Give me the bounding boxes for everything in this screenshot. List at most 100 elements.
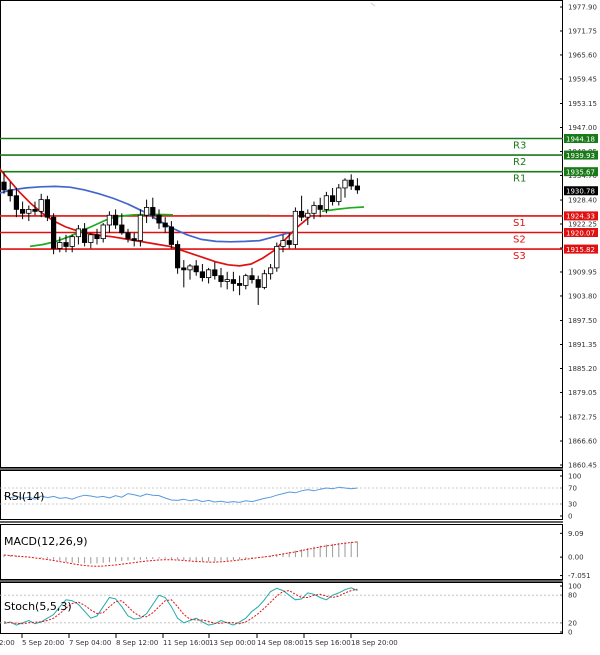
moving-average-line xyxy=(321,206,365,213)
level-price-label-s1: 1924.33 xyxy=(566,213,595,221)
stoch-d-line xyxy=(3,588,358,625)
panel-frame-stoch xyxy=(0,582,563,634)
candle-up xyxy=(57,242,63,249)
candle-down xyxy=(236,283,243,286)
x-tick-label: 5 Sep 20:00 xyxy=(22,639,64,647)
current-price-label: 1930.78 xyxy=(566,188,595,196)
candle-up xyxy=(311,205,317,214)
candle-down xyxy=(162,222,168,228)
price-y-tick-label: 1903.80 xyxy=(568,292,597,300)
level-name-s2: S2 xyxy=(513,235,526,246)
x-tick-label: 11 Sep 16:00 xyxy=(163,639,210,647)
candle-down xyxy=(1,181,7,191)
candle-up xyxy=(187,265,193,271)
panel-frame-macd xyxy=(0,524,563,580)
rsi-title: RSI(14) xyxy=(4,490,44,503)
candle-down xyxy=(131,238,137,241)
x-tick-label: 18 Sep 20:00 xyxy=(351,639,398,647)
x-tick-label: 14 Sep 08:00 xyxy=(257,639,304,647)
candle-up xyxy=(280,240,286,247)
candle-down xyxy=(51,216,57,249)
candle-up xyxy=(143,207,150,216)
candle-down xyxy=(19,208,26,214)
level-price-label-r2: 1939.93 xyxy=(566,152,595,160)
candle-down xyxy=(82,228,88,243)
candle-down xyxy=(199,271,205,279)
price-y-tick-label: 1947.00 xyxy=(568,124,597,132)
candle-down xyxy=(94,234,100,240)
rsi-y-tick-label: 0 xyxy=(568,513,572,521)
candle-down xyxy=(63,242,69,247)
x-tick-label: 8 Sep 12:00 xyxy=(116,639,158,647)
panel-frame-price xyxy=(0,0,563,468)
macd-y-tick-label: 0.00 xyxy=(568,554,584,562)
level-name-s1: S1 xyxy=(513,218,526,229)
candle-down xyxy=(119,224,125,234)
candle-up xyxy=(88,234,94,243)
price-y-tick-label: 1953.15 xyxy=(568,100,597,108)
x-tick-label: 7 Sep 04:00 xyxy=(69,639,111,647)
candle-down xyxy=(354,185,361,191)
level-price-box-s3 xyxy=(564,244,598,254)
candle-up xyxy=(224,279,230,282)
x-tick-label-partial: 2:00 xyxy=(0,639,15,647)
level-price-box-r1 xyxy=(564,167,598,177)
level-price-label-s2: 1920.07 xyxy=(566,229,595,237)
stoch-title: Stoch(5,5,3) xyxy=(4,600,72,613)
macd-y-tick-label: -7.051 xyxy=(568,572,591,580)
candle-up xyxy=(336,187,342,202)
candle-down xyxy=(348,179,354,187)
candle-down xyxy=(7,189,13,197)
top-marker xyxy=(370,2,376,7)
level-price-box-s1 xyxy=(564,211,598,221)
candle-up xyxy=(261,273,268,288)
candle-up xyxy=(75,228,81,238)
candle-down xyxy=(249,275,255,280)
candle-down xyxy=(230,279,236,284)
price-y-tick-label: 1959.45 xyxy=(568,75,597,83)
rsi-line xyxy=(3,486,358,503)
current-price-box xyxy=(564,186,598,196)
level-price-box-r3 xyxy=(564,133,598,143)
candle-up xyxy=(267,267,274,275)
level-name-r1: R1 xyxy=(513,174,526,185)
price-y-tick-label: 1885.20 xyxy=(568,365,597,373)
candle-down xyxy=(44,199,51,218)
candle-down xyxy=(212,269,218,277)
level-price-box-r2 xyxy=(564,150,598,160)
stoch-k-line xyxy=(3,587,358,626)
rsi-y-tick-label: 30 xyxy=(568,501,577,509)
candle-down xyxy=(298,210,305,218)
macd-title: MACD(12,26,9) xyxy=(4,535,88,548)
candle-up xyxy=(137,214,143,241)
stoch-y-tick-label: 0 xyxy=(568,629,572,637)
level-price-box-s2 xyxy=(564,228,598,238)
rsi-y-tick-label: 100 xyxy=(568,473,581,481)
candle-up xyxy=(274,246,280,269)
level-name-r3: R3 xyxy=(513,140,526,151)
stoch-y-tick-label: 80 xyxy=(568,592,577,600)
candle-down xyxy=(181,267,187,271)
price-y-tick-label: 1897.50 xyxy=(568,317,597,325)
moving-average-line xyxy=(0,185,290,243)
price-y-tick-label: 1922.25 xyxy=(568,221,597,229)
price-y-tick-label: 1891.35 xyxy=(568,341,597,349)
candle-down xyxy=(317,205,323,210)
price-y-tick-label: 1965.60 xyxy=(568,51,597,59)
candle-up xyxy=(342,179,348,189)
candle-up xyxy=(106,214,112,226)
level-price-label-s3: 1915.82 xyxy=(566,246,595,254)
level-name-s3: S3 xyxy=(513,251,526,262)
level-name-r2: R2 xyxy=(513,157,526,168)
candle-down xyxy=(218,275,224,282)
candle-down xyxy=(255,279,261,288)
candle-up xyxy=(305,212,311,218)
candle-up xyxy=(69,236,75,247)
price-y-tick-label: 1928.40 xyxy=(568,197,597,205)
candle-down xyxy=(168,226,174,245)
price-y-tick-label: 1977.90 xyxy=(568,4,597,12)
candle-down xyxy=(286,240,292,245)
level-price-label-r1: 1935.67 xyxy=(566,168,595,176)
candle-down xyxy=(156,214,162,224)
